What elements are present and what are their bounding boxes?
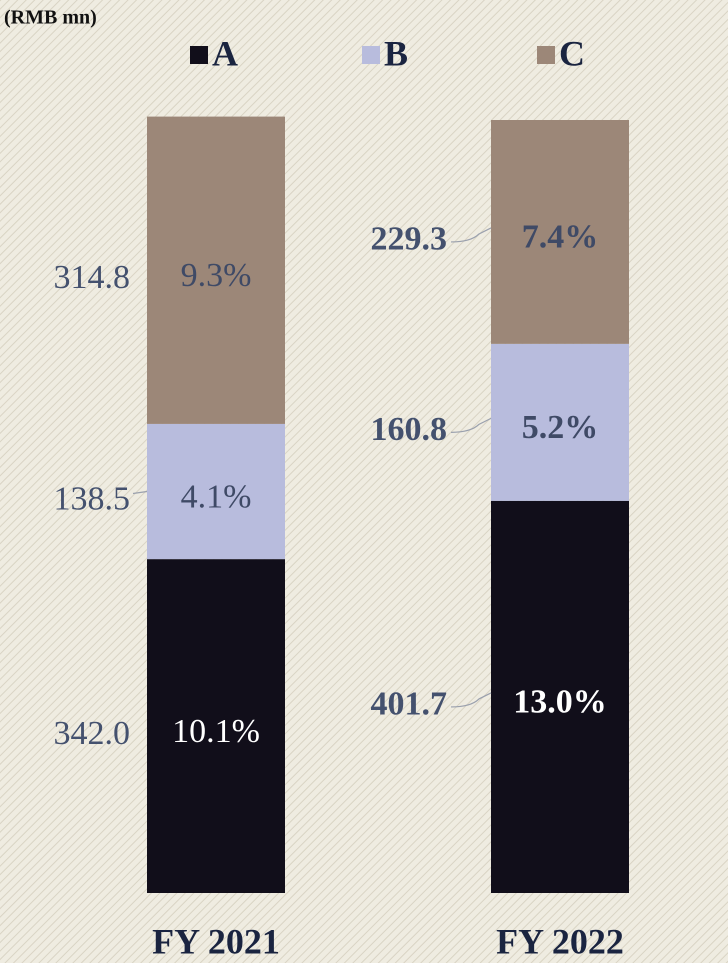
- percent-label: 5.2%: [522, 409, 599, 446]
- value-label: 342.0: [54, 715, 131, 752]
- legend-swatch: [537, 46, 555, 64]
- bar-segment: [147, 116, 285, 424]
- bar-segment: [491, 343, 629, 501]
- axis-label: (RMB mn): [4, 7, 97, 29]
- value-label: 314.8: [54, 259, 131, 296]
- legend-label: B: [384, 33, 408, 73]
- value-label: 229.3: [371, 221, 448, 258]
- leader-line: [450, 692, 492, 708]
- percent-label: 4.1%: [181, 478, 252, 515]
- percent-label: 10.1%: [172, 713, 260, 750]
- bar-segment: [491, 500, 629, 893]
- leader-line: [132, 490, 148, 495]
- percent-label: 9.3%: [181, 257, 252, 294]
- x-tick-label: FY 2021: [152, 921, 280, 961]
- legend-swatch: [190, 46, 208, 64]
- percent-label: 13.0%: [513, 684, 607, 721]
- x-tick-label: FY 2022: [496, 921, 624, 961]
- bar-segment: [147, 423, 285, 560]
- leader-line: [450, 227, 492, 243]
- legend-label: A: [212, 33, 238, 73]
- legend-swatch: [362, 46, 380, 64]
- bar-segment: [147, 559, 285, 893]
- value-label: 138.5: [54, 480, 131, 517]
- value-label: 160.8: [371, 411, 448, 448]
- leader-line: [450, 417, 492, 433]
- percent-label: 7.4%: [522, 219, 599, 256]
- legend-label: C: [559, 33, 585, 73]
- value-label: 401.7: [371, 686, 448, 723]
- bar-segment: [491, 120, 629, 344]
